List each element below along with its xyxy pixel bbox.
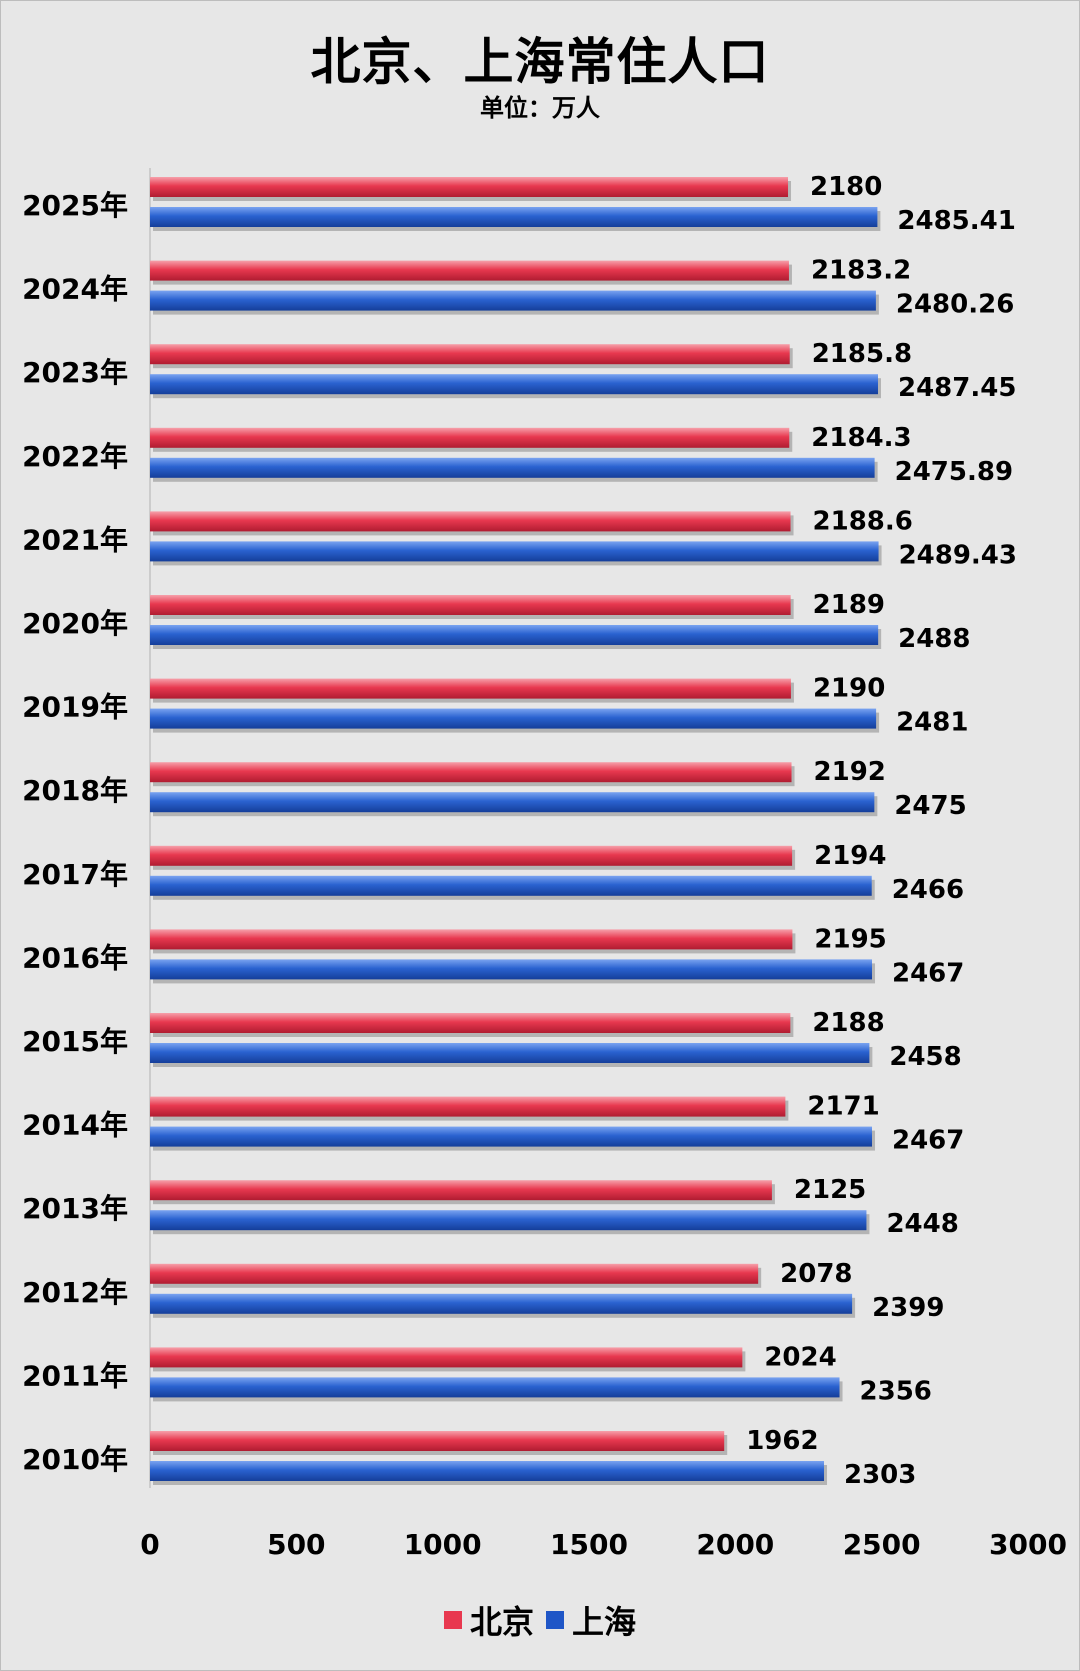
bar-shanghai	[150, 1293, 853, 1314]
bar-shanghai	[150, 625, 879, 645]
x-tick-label: 3000	[989, 1528, 1067, 1561]
data-label-shanghai: 2467	[892, 958, 964, 988]
category-label: 2022年	[22, 440, 128, 473]
legend-item-beijing: 北京	[443, 1597, 534, 1643]
x-tick-label: 500	[267, 1528, 325, 1561]
data-label-beijing: 2188	[812, 1008, 884, 1038]
bar-beijing	[150, 1263, 759, 1284]
category-label: 2012年	[22, 1276, 128, 1309]
data-label-shanghai: 2475	[894, 791, 966, 821]
legend-swatch-shanghai	[546, 1611, 564, 1629]
bar-shanghai	[150, 541, 879, 562]
category-label: 2021年	[22, 523, 128, 556]
data-label-shanghai: 2448	[886, 1209, 958, 1239]
bar-beijing	[150, 762, 792, 783]
bar-beijing	[150, 929, 793, 950]
chart-title: 北京、上海常住人口	[310, 33, 770, 91]
bar-shanghai	[150, 290, 876, 311]
bar-beijing	[150, 1013, 791, 1033]
data-label-shanghai: 2481	[896, 708, 968, 738]
bar-shanghai	[150, 1461, 825, 1481]
bar-shanghai	[150, 959, 873, 980]
bar-shanghai	[150, 875, 872, 896]
bar-beijing	[150, 344, 790, 365]
legend: 北京 上海	[0, 1597, 1080, 1643]
data-label-shanghai: 2488	[898, 624, 970, 654]
category-label: 2023年	[22, 356, 128, 389]
data-label-beijing: 2183.2	[811, 256, 911, 286]
data-label-shanghai: 2458	[889, 1042, 961, 1072]
x-tick-label: 2500	[843, 1528, 921, 1561]
data-label-beijing: 2194	[814, 841, 886, 871]
data-label-beijing: 2078	[780, 1259, 852, 1289]
bar-beijing	[150, 177, 789, 197]
category-label: 2020年	[22, 607, 128, 640]
bar-beijing	[150, 595, 791, 615]
data-label-shanghai: 2489.43	[899, 540, 1017, 570]
bar-shanghai	[150, 374, 878, 395]
bar-beijing	[150, 1180, 772, 1201]
data-label-beijing: 2024	[764, 1342, 836, 1372]
data-label-beijing: 2188.6	[813, 506, 913, 536]
x-tick-label: 0	[140, 1528, 159, 1561]
bar-beijing	[150, 511, 791, 532]
category-label: 2019年	[22, 691, 128, 724]
bar-beijing	[150, 678, 791, 699]
data-label-shanghai: 2480.26	[896, 290, 1014, 320]
chart-subtitle: 单位：万人	[480, 94, 600, 122]
data-label-shanghai: 2467	[892, 1126, 964, 1156]
legend-label-shanghai: 上海	[572, 1603, 637, 1641]
category-label: 2011年	[22, 1359, 128, 1392]
bar-shanghai	[150, 457, 875, 478]
data-label-shanghai: 2487.45	[898, 373, 1016, 403]
category-label: 2014年	[22, 1109, 128, 1142]
data-label-beijing: 2171	[807, 1092, 879, 1122]
data-label-beijing: 2190	[813, 674, 885, 704]
bar-beijing	[150, 1096, 786, 1117]
bar-beijing	[150, 1347, 743, 1368]
data-label-shanghai: 2475.89	[895, 457, 1013, 487]
category-label: 2010年	[22, 1443, 128, 1476]
category-label: 2018年	[22, 774, 128, 807]
data-label-shanghai: 2466	[892, 875, 964, 905]
category-label: 2015年	[22, 1025, 128, 1058]
data-label-shanghai: 2303	[844, 1460, 916, 1490]
bar-shanghai	[150, 1210, 867, 1231]
category-label: 2016年	[22, 941, 128, 974]
data-label-shanghai: 2356	[860, 1376, 932, 1406]
data-label-beijing: 2189	[813, 590, 885, 620]
legend-label-beijing: 北京	[469, 1603, 534, 1641]
data-label-beijing: 2125	[794, 1175, 866, 1205]
bar-chart: 2025年 2180 2485.41 2024年 2183.2 2480.26 2023年 2…	[22, 168, 1067, 1561]
category-label: 2025年	[22, 189, 128, 222]
bar-shanghai	[150, 792, 875, 813]
bar-shanghai	[150, 1126, 873, 1147]
bar-shanghai	[150, 708, 877, 729]
x-tick-label: 1500	[550, 1528, 628, 1561]
category-label: 2013年	[22, 1192, 128, 1225]
category-label: 2024年	[22, 273, 128, 306]
legend-swatch-beijing	[443, 1611, 462, 1629]
bar-beijing	[150, 427, 790, 448]
data-label-shanghai: 2485.41	[897, 206, 1015, 236]
bar-beijing	[150, 845, 793, 866]
data-label-beijing: 1962	[746, 1426, 818, 1456]
legend-item-shanghai: 上海	[546, 1597, 636, 1643]
data-label-beijing: 2195	[814, 924, 886, 954]
category-label: 2017年	[22, 858, 128, 891]
x-tick-label: 2000	[696, 1528, 774, 1561]
x-tick-label: 1000	[404, 1528, 482, 1561]
data-label-beijing: 2185.8	[812, 339, 912, 369]
bar-beijing	[150, 260, 789, 281]
bar-shanghai	[150, 1043, 870, 1063]
data-label-beijing: 2192	[814, 757, 886, 787]
bar-shanghai	[150, 1377, 840, 1398]
data-label-beijing: 2184.3	[811, 423, 911, 453]
data-label-beijing: 2180	[810, 172, 882, 202]
bar-shanghai	[150, 207, 878, 227]
bar-beijing	[150, 1431, 725, 1451]
data-label-shanghai: 2399	[872, 1293, 944, 1323]
